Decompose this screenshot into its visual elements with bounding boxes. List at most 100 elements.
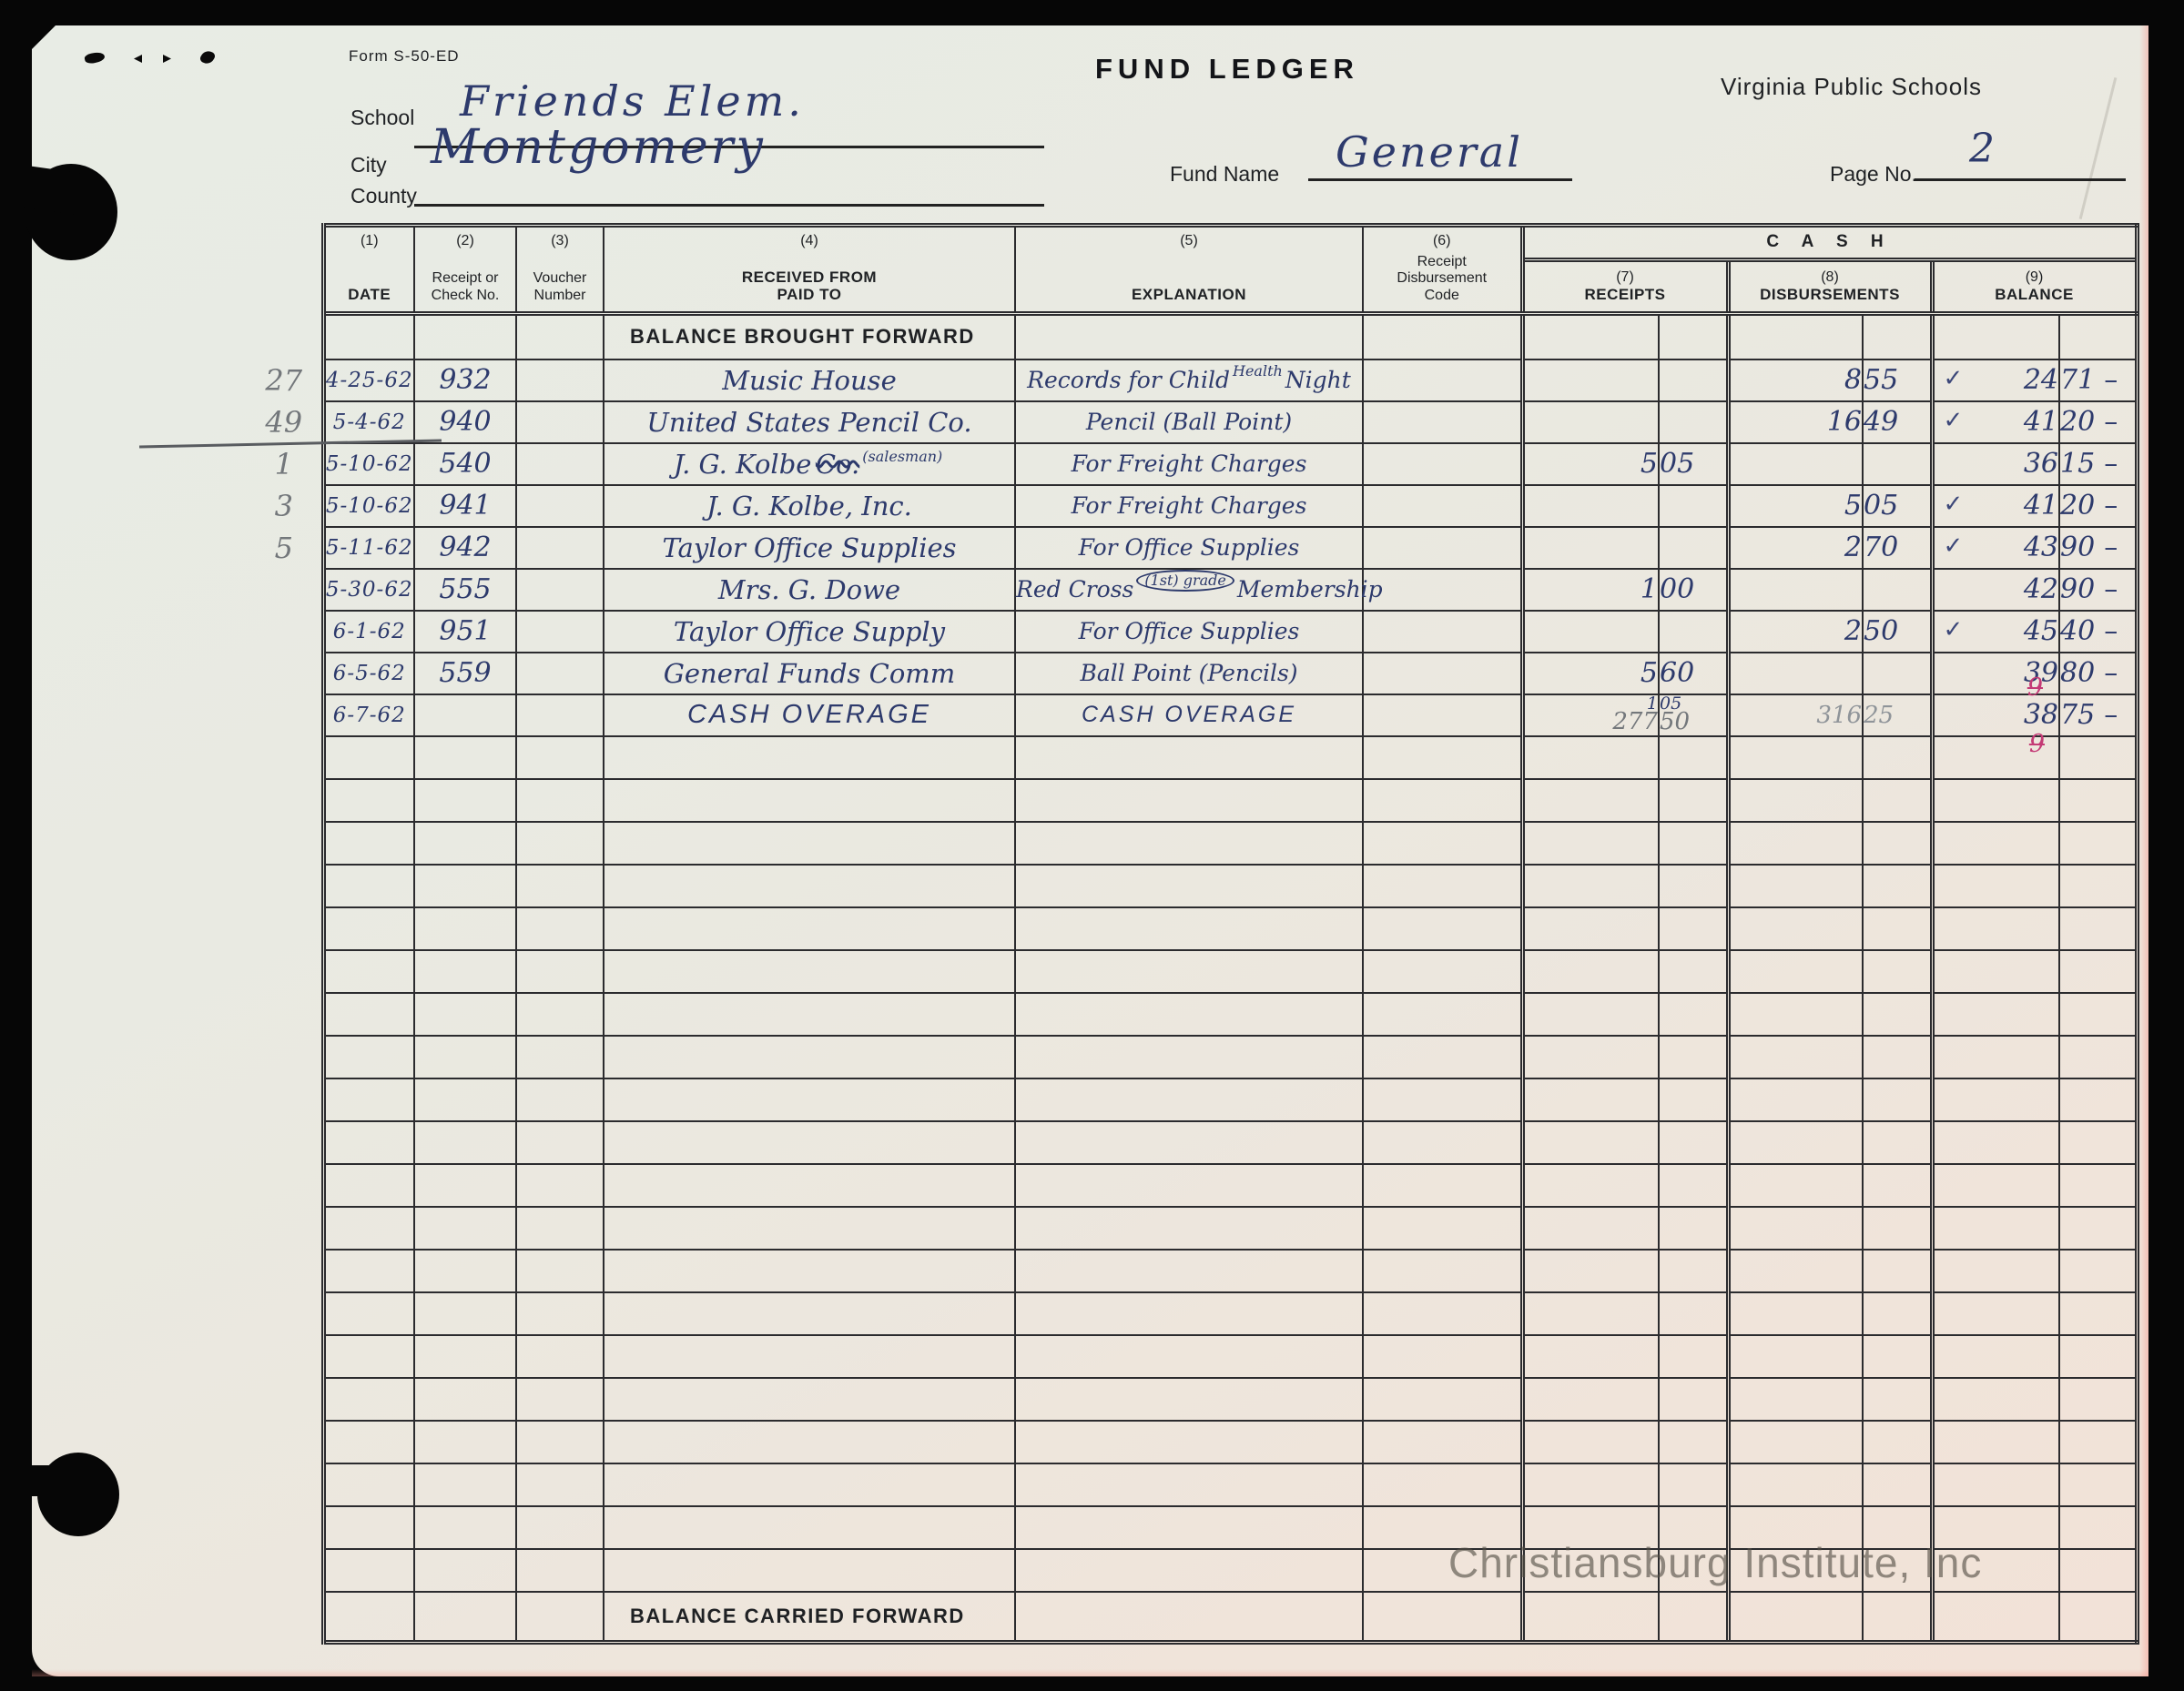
cell-check-no [413,777,516,822]
cell-explanation: For Office Supplies [1014,525,1363,569]
cell-balance-cents [2057,1077,2139,1121]
cell-check-no [413,1162,516,1207]
margin-gutter [259,1591,326,1643]
cell-explanation [1014,1333,1363,1378]
cell-balance-dollars [1929,1376,2059,1421]
cell-paid-to: BALANCE CARRIED FORWARD [603,1590,1015,1645]
cell-receipts-cents [1658,1162,1728,1207]
cell-balance-cents [2057,1119,2139,1164]
cell-explanation [1014,1504,1363,1549]
cell-paid-to: CASH OVERAGE [603,693,1015,736]
cell-balance-cents [2057,777,2139,822]
cell-disbursements-dollars: 316 [1725,693,1863,736]
cell-receipts-dollars [1519,1119,1659,1164]
cell-disbursements-dollars [1725,1034,1863,1078]
cell-balance-cents: 90– [2057,525,2139,569]
cell-receipts-cents [1658,525,1728,569]
cell-receipts-cents: 00 [1658,567,1728,611]
cell-disbursements-cents [1862,1034,1932,1078]
cell-check-no [413,1419,516,1463]
margin-gutter [259,992,326,1036]
fund-name-underline [1308,178,1572,181]
cell-receipts-dollars [1519,525,1659,569]
cell-balance-cents: 90– [2057,567,2139,611]
cell-paid-to [603,734,1015,779]
cell-balance-cents [2057,1419,2139,1463]
cell-code [1362,734,1522,779]
cell-explanation [1014,863,1363,907]
cell-date [323,1504,414,1549]
cell-paid-to [603,1419,1015,1463]
cell-voucher [515,609,604,653]
cell-receipts-cents [1658,1291,1728,1335]
cell-voucher [515,777,604,822]
cell-balance-dollars [1929,312,2059,359]
cell-receipts-cents [1658,1248,1728,1292]
cell-disbursements-dollars [1725,1504,1863,1549]
cell-date: 6-5-62 [323,651,414,694]
city-county-underline [414,204,1044,207]
cell-receipts-cents [1658,991,1728,1036]
cell-check-no [413,1248,516,1292]
cell-date: 4-25-62 [323,358,414,401]
cell-receipts-dollars [1519,1248,1659,1292]
empty-row [259,734,2139,779]
cell-receipts-dollars [1519,483,1659,527]
cell-receipts-cents [1658,948,1728,993]
cell-balance-cents: 20– [2057,400,2139,443]
cell-paid-to [603,906,1015,950]
cell-date [323,1376,414,1421]
ledger-row: 6-1-62 951 Taylor Office Supply For Office … [259,609,2139,653]
cell-balance-cents [2057,1291,2139,1335]
cell-paid-to: J. G. Kolbe Co. (salesman) [603,441,1015,485]
cell-receipts-dollars [1519,400,1659,443]
margin-gutter [259,1249,326,1292]
cell-voucher [515,1547,604,1592]
cell-receipts-cents: 05 50 [1658,693,1728,736]
page-no-value: 2 [1969,126,1995,172]
cell-receipts-dollars [1519,863,1659,907]
cell-code [1362,693,1522,736]
cell-disbursements-cents: 25 [1862,693,1932,736]
cell-date: 5-11-62 [323,525,414,569]
header-row-1: (1) DATE (2) Receipt or Check No. (3) Vouch… [259,223,2139,316]
cell-check-no [413,1119,516,1164]
cell-paid-to: Mrs. G. Dowe [603,567,1015,611]
cell-explanation [1014,1205,1363,1250]
cell-code [1362,1077,1522,1121]
col-header-explanation: (5) EXPLANATION [1014,223,1363,316]
cell-balance-cents [2057,1504,2139,1549]
cell-explanation [1014,948,1363,993]
cell-explanation [1014,1034,1363,1078]
cell-disbursements-dollars [1725,863,1863,907]
cell-check-no [413,1590,516,1645]
margin-gutter [259,1377,326,1421]
cell-voucher [515,1162,604,1207]
cell-disbursements-cents [1862,906,1932,950]
empty-row [259,906,2139,950]
cell-paid-to [603,1119,1015,1164]
cell-disbursements-dollars [1725,1077,1863,1121]
cell-disbursements-dollars [1725,906,1863,950]
cell-disbursements-cents [1862,734,1932,779]
cell-code [1362,651,1522,694]
margin-gutter [259,949,326,993]
cell-check-no [413,1333,516,1378]
cell-date: 5-30-62 [323,567,414,611]
cell-receipts-cents [1658,1376,1728,1421]
cell-voucher [515,820,604,865]
margin-gutter [259,568,326,611]
cell-balance-dollars [1929,1419,2059,1463]
cell-check-no: 942 [413,525,516,569]
cell-balance-cents [2057,820,2139,865]
watermark: Christiansburg Institute, Inc [1448,1539,1983,1586]
cell-date [323,1205,414,1250]
cell-balance-cents [2057,1034,2139,1078]
cell-balance-dollars [1929,1077,2059,1121]
cell-paid-to: Taylor Office Supply [603,609,1015,653]
cell-balance-cents [2057,948,2139,993]
cell-disbursements-dollars [1725,991,1863,1036]
cell-date [323,1119,414,1164]
cell-voucher [515,1119,604,1164]
margin-gutter: 5 [259,526,326,569]
